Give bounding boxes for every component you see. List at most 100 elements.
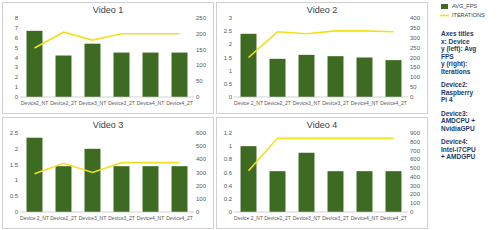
y2-tick-label: 800 xyxy=(410,139,421,145)
y2-tick-label: 100 xyxy=(196,62,207,68)
y-tick-label: 0.6 xyxy=(224,170,233,176)
y2-tick-label: 100 xyxy=(410,200,421,206)
device-line: Pi 4 xyxy=(441,96,453,103)
plot-area xyxy=(241,138,402,212)
line xyxy=(35,163,180,174)
x-tick-label: Device4_2T xyxy=(166,215,193,221)
legend-label: AVG_FPS xyxy=(452,3,477,9)
y2-tick-label: 100 xyxy=(196,196,207,202)
y-tick-label: 1 xyxy=(15,84,19,90)
bar xyxy=(114,53,130,97)
y2-tick-label: 200 xyxy=(196,31,207,37)
line xyxy=(249,138,394,170)
bar xyxy=(85,44,101,97)
y-tick-label: 0.2 xyxy=(224,196,233,202)
y2-tick-label: 200 xyxy=(410,55,421,61)
y-tick-label: 3 xyxy=(15,64,19,70)
y2-tick-label: 600 xyxy=(196,130,207,136)
y2-tick-label: 0 xyxy=(410,209,414,215)
y2-tick-label: 250 xyxy=(196,15,207,21)
figure: Video 1012345678050100150200250Device2_N… xyxy=(0,0,500,230)
x-axis-line xyxy=(234,212,408,213)
x-tick-label: Device3_2T xyxy=(322,215,349,221)
x-tick-label: Device3_2T xyxy=(108,100,135,106)
y-tick-label: 0.8 xyxy=(224,156,233,162)
chart-panel: Video 300.511.522.50100200300400500600De… xyxy=(3,118,214,229)
y2-tick-label: 300 xyxy=(410,183,421,189)
bar xyxy=(172,53,188,97)
x-tick-label: Device3_NT xyxy=(79,100,107,106)
y-tick-label: 0.5 xyxy=(10,193,19,199)
y-tick-label: 2.5 xyxy=(10,130,19,136)
x-axis-line xyxy=(20,212,194,213)
chart-panel: Video 1012345678050100150200250Device2_N… xyxy=(3,3,214,114)
bar xyxy=(241,146,257,212)
bar xyxy=(299,55,315,97)
chart-panel: Video 400.20.40.60.811.20100200300400500… xyxy=(217,118,428,229)
x-tick-label: Device2_2T xyxy=(264,215,291,221)
y2-tick-label: 350 xyxy=(410,25,421,31)
x-tick-label: Device3_NT xyxy=(79,215,107,221)
y2-tick-label: 400 xyxy=(410,15,421,21)
y-tick-label: 4 xyxy=(15,55,19,61)
x-tick-label: Device3_NT xyxy=(293,100,321,106)
y2-tick-label: 0 xyxy=(196,94,200,100)
y2-tick-label: 250 xyxy=(410,45,421,51)
y-tick-label: 0 xyxy=(229,94,233,100)
bar xyxy=(56,56,72,97)
y2-tick-label: 900 xyxy=(410,130,421,136)
y2-tick-label: 100 xyxy=(410,74,421,80)
x-tick-label: Device 2_NT xyxy=(234,100,263,106)
x-tick-label: Device4_NT xyxy=(137,100,165,106)
x-tick-label: Device 2_NT xyxy=(234,215,263,221)
x-axis-line xyxy=(20,97,194,98)
chart-panel: Video 200.511.522.5305010015020025030035… xyxy=(217,3,428,114)
y2-tick-label: 150 xyxy=(196,47,207,53)
device-name: Device2: xyxy=(441,81,468,88)
x-tick-label: Device4_NT xyxy=(351,100,379,106)
legend-swatch xyxy=(441,4,448,9)
x-tick-label: Device4_2T xyxy=(380,215,407,221)
y-tick-label: 3 xyxy=(229,15,233,21)
device-line: Intel-i7CPU xyxy=(441,146,476,153)
y-tick-label: 1 xyxy=(229,68,233,74)
x-tick-label: Device4_2T xyxy=(380,100,407,106)
panel-frame xyxy=(217,118,428,229)
y2-tick-label: 200 xyxy=(196,183,207,189)
y2-tick-label: 400 xyxy=(196,156,207,162)
legend-label: ITERATIONS xyxy=(452,12,485,18)
bar xyxy=(386,171,402,212)
y-tick-label: 1.5 xyxy=(10,162,19,168)
y-tick-label: 0 xyxy=(15,209,19,215)
chart-title: Video 2 xyxy=(307,5,337,15)
panel-frame xyxy=(3,118,214,229)
plot-area xyxy=(241,31,402,97)
x-tick-label: Device3_NT xyxy=(293,215,321,221)
bar xyxy=(357,171,373,212)
plot-area xyxy=(27,31,188,97)
x-tick-label: Device 2_NT xyxy=(20,215,49,221)
bar xyxy=(386,60,402,97)
y2-tick-label: 600 xyxy=(410,156,421,162)
bar xyxy=(143,166,159,212)
y-tick-label: 8 xyxy=(15,15,19,21)
y-tick-label: 2 xyxy=(229,41,233,47)
y2-tick-label: 50 xyxy=(410,84,417,90)
bar xyxy=(270,171,286,212)
bar xyxy=(143,53,159,97)
y-tick-label: 7 xyxy=(15,25,19,31)
bar xyxy=(172,166,188,212)
x-tick-label: Device4_NT xyxy=(137,215,165,221)
y2-tick-label: 500 xyxy=(196,143,207,149)
x-axis-line xyxy=(234,97,408,98)
bar xyxy=(27,31,43,97)
bar xyxy=(299,153,315,212)
y-tick-label: 0 xyxy=(229,209,233,215)
chart-title: Video 1 xyxy=(93,5,123,15)
y2-tick-label: 500 xyxy=(410,165,421,171)
line xyxy=(249,31,394,58)
y-tick-label: 2 xyxy=(15,74,19,80)
y2-tick-label: 400 xyxy=(410,174,421,180)
y-tick-label: 1.5 xyxy=(224,55,233,61)
y-tick-label: 0 xyxy=(15,94,19,100)
